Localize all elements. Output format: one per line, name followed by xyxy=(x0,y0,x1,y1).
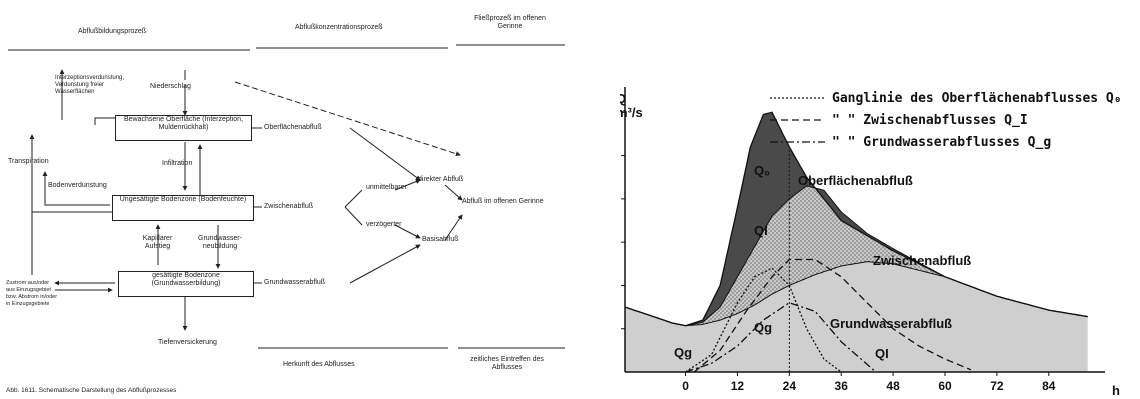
annotation-qi-low: QI xyxy=(875,346,889,361)
x-tick-label: 36 xyxy=(835,379,849,393)
label-infiltration: Infiltration xyxy=(162,160,193,167)
annotation-q0-peak: Q₀ xyxy=(754,163,770,178)
legend-item-interflow: " " Zwischenabflusses Q_I xyxy=(832,113,1028,128)
flow-diagram-lines xyxy=(8,44,565,349)
annotation-qg-mid: Qg xyxy=(754,320,772,335)
label-direct: unmittelbarer xyxy=(366,184,407,191)
label-timing: zeitliches Eintreffen des Abflusses xyxy=(470,356,544,371)
x-tick-label: 0 xyxy=(682,379,689,393)
x-tick-label: 60 xyxy=(938,379,952,393)
label-channel-runoff: Abfluß im offenen Gerinne xyxy=(462,198,544,205)
header-runoff-concentration: Abflußkonzentrationsprozeß xyxy=(295,24,383,31)
figure-caption: Abb. 1611. Schematische Darstellung des … xyxy=(6,387,177,394)
box-unsaturated-zone: Ungesättigte Bodenzone (Bodenfeuchte) xyxy=(112,195,254,221)
label-inflow-outflow: Zustrom aus/oder aus Einzugsgebiet bzw. … xyxy=(6,280,58,307)
annotation-qi-mid: QI xyxy=(754,223,768,238)
y-axis-label-unit: m³/s xyxy=(620,105,643,120)
label-interflow: Zwischenabfluß xyxy=(264,203,314,210)
label-groundwater-runoff: Grundwasserabfluß xyxy=(264,279,326,286)
label-deep-seepage: Tiefenversickerung xyxy=(158,339,217,346)
annotation-interflow: Zwischenabfluß xyxy=(873,253,971,268)
area-interflow xyxy=(625,185,1088,326)
annotation-qg-low: Qg xyxy=(674,345,692,360)
legend-item-groundwater: " " Grundwasserabflusses Q_g xyxy=(832,135,1051,150)
hydrograph-chart: 012243648607284102030405060 Ganglinie de… xyxy=(620,87,1122,398)
area-groundwater xyxy=(625,261,1088,372)
label-origin: Herkunft des Abflusses xyxy=(283,361,355,368)
curve-groundwater-boundary xyxy=(624,261,1088,327)
header-channel-flow: Fließprozeß im offenen Gerinne xyxy=(474,15,546,30)
x-tick-label: 24 xyxy=(783,379,797,393)
x-tick-label: 72 xyxy=(990,379,1004,393)
curve-qi-interflow xyxy=(693,258,972,373)
label-evaporation: Interzeptionsverdunstung, Verdunstung fr… xyxy=(55,75,125,95)
curve-qg-groundwater xyxy=(685,302,877,373)
label-soil-evaporation: Bodenverdunstung xyxy=(48,182,107,189)
y-axis-label-q: Q xyxy=(620,91,626,106)
label-precipitation: Niederschlag xyxy=(150,83,191,90)
legend-item-surface: Ganglinie des Oberflächenabflusses Q₀ xyxy=(832,91,1122,106)
label-surface-runoff: Oberflächenabfluß xyxy=(264,124,322,131)
header-runoff-generation: Abflußbildungsprozeß xyxy=(78,28,147,35)
box-saturated-zone: gesättigte Bodenzone (Grundwasserbildung… xyxy=(118,271,254,297)
curve-q0-surface xyxy=(685,267,842,373)
label-direct-runoff: direkter Abfluß xyxy=(418,176,464,183)
label-base-flow: Basisabfluß xyxy=(422,236,459,243)
x-axis-label-h: h xyxy=(1112,383,1120,398)
x-tick-label: 84 xyxy=(1042,379,1056,393)
annotation-groundwater-runoff: Grundwasserabfluß xyxy=(830,316,952,331)
x-tick-label: 12 xyxy=(731,379,745,393)
chart-legend: Ganglinie des Oberflächenabflusses Q₀ " … xyxy=(770,91,1122,150)
label-delayed: verzögerter xyxy=(366,221,402,228)
label-capillary-rise: Kapillarer Aufstieg xyxy=(142,235,173,250)
label-transpiration: Transpiration xyxy=(8,158,49,165)
x-tick-label: 48 xyxy=(886,379,900,393)
annotation-surface-runoff: Oberflächenabfluß xyxy=(798,173,913,188)
label-groundwater-recharge: Grundwasser-neubildung xyxy=(198,235,242,250)
box-surface: Bewachsene Oberfläche (Interzeption, Mul… xyxy=(115,115,252,141)
